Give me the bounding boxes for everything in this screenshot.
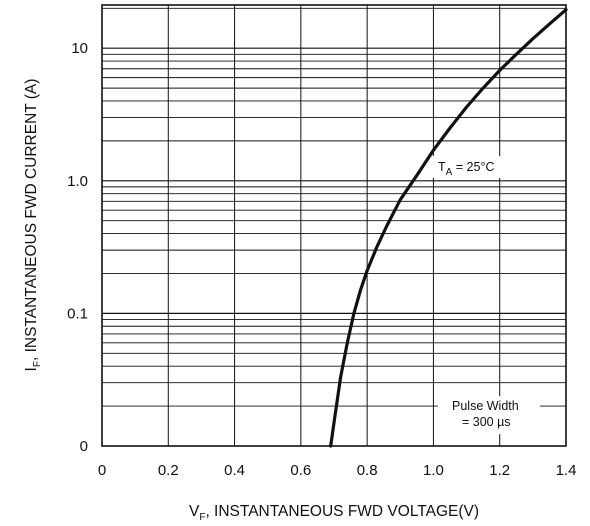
pulse-annotation-bg	[438, 396, 540, 434]
y-tick-label: 0.1	[67, 305, 88, 322]
x-tick-label: 0.2	[158, 462, 179, 479]
grid	[102, 5, 566, 446]
forward-current-curve	[329, 8, 568, 448]
x-tick-label: 0.4	[224, 462, 245, 479]
x-tick-label: 0.6	[290, 462, 311, 479]
x-tick-label: 0	[98, 462, 106, 479]
y-axis-label-rest: , INSTANTANEOUS FWD CURRENT (A)	[23, 79, 40, 361]
y-axis-label: IF, INSTANTANEOUS FWD CURRENT (A)	[23, 79, 43, 372]
x-axis-label-sub: F	[199, 512, 205, 523]
temp-annotation-sub: A	[446, 167, 453, 178]
y-tick-label: 10	[71, 40, 88, 57]
x-axis-label: VF, INSTANTANEOUS FWD VOLTAGE(V)	[189, 503, 479, 523]
y-axis-label-sub: F	[32, 361, 43, 367]
temp-annotation-bg	[432, 156, 526, 178]
y-tick-label: 0	[80, 438, 88, 455]
temp-annotation-main: T	[438, 160, 446, 174]
x-tick-label: 1.0	[423, 462, 444, 479]
x-axis-label-rest: , INSTANTANEOUS FWD VOLTAGE(V)	[205, 503, 479, 520]
y-axis-label-main: I	[23, 367, 40, 371]
x-tick-label: 0.8	[357, 462, 378, 479]
temp-annotation-rest: = 25°C	[452, 160, 494, 174]
x-tick-label: 1.4	[556, 462, 577, 479]
y-tick-label: 1.0	[67, 173, 88, 190]
x-axis-label-main: V	[189, 503, 200, 520]
pulse-annotation-line1: Pulse Width	[452, 399, 519, 413]
pulse-annotation-line2: = 300 µs	[462, 415, 511, 429]
y-tick-labels: 0 0.1 1.0 10	[67, 40, 88, 455]
curve-layer	[329, 8, 568, 448]
temp-annotation: TA = 25°C	[438, 160, 495, 178]
x-tick-labels: 0 0.2 0.4 0.6 0.8 1.0 1.2 1.4	[98, 462, 577, 479]
plot-frame	[101, 4, 567, 447]
x-tick-label: 1.2	[489, 462, 510, 479]
